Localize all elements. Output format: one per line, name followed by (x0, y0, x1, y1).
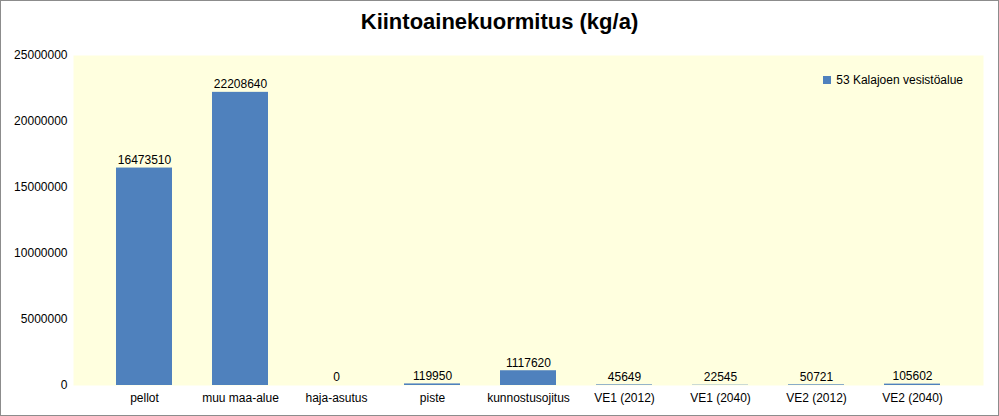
svg-text:45649: 45649 (608, 370, 642, 384)
svg-text:22545: 22545 (704, 370, 738, 384)
svg-text:muu maa-alue: muu maa-alue (202, 391, 279, 405)
svg-text:10000000: 10000000 (14, 246, 68, 260)
svg-text:VE1 (2012): VE1 (2012) (594, 391, 655, 405)
svg-text:16473510: 16473510 (118, 153, 172, 167)
svg-text:25000000: 25000000 (14, 48, 68, 62)
html-text:Kiintoainekuormitus (kg/a): Kiintoainekuormitus (kg/a) (360, 9, 639, 34)
svg-text:20000000: 20000000 (14, 114, 68, 128)
svg-text:kunnostusojitus: kunnostusojitus (487, 391, 570, 405)
svg-text:15000000: 15000000 (14, 180, 68, 194)
svg-text:0: 0 (333, 370, 340, 384)
svg-text:haja-asutus: haja-asutus (305, 391, 367, 405)
svg-text:119950: 119950 (413, 369, 452, 383)
svg-text:VE2 (2012): VE2 (2012) (786, 391, 847, 405)
svg-text:0: 0 (61, 378, 68, 392)
svg-text:pellot: pellot (130, 391, 159, 405)
svg-text:5000000: 5000000 (21, 312, 68, 326)
svg-text:1117620: 1117620 (506, 356, 551, 370)
svg-text:VE1 (2040): VE1 (2040) (690, 391, 751, 405)
svg-text:50721: 50721 (800, 370, 834, 384)
svg-text:105602: 105602 (892, 369, 932, 383)
svg-text:piste: piste (420, 391, 446, 405)
svg-text:VE2 (2040): VE2 (2040) (882, 391, 943, 405)
svg-text:22208640: 22208640 (214, 77, 268, 91)
html-text:53 Kalajoen vesistöalue: 53 Kalajoen vesistöalue (836, 73, 963, 87)
